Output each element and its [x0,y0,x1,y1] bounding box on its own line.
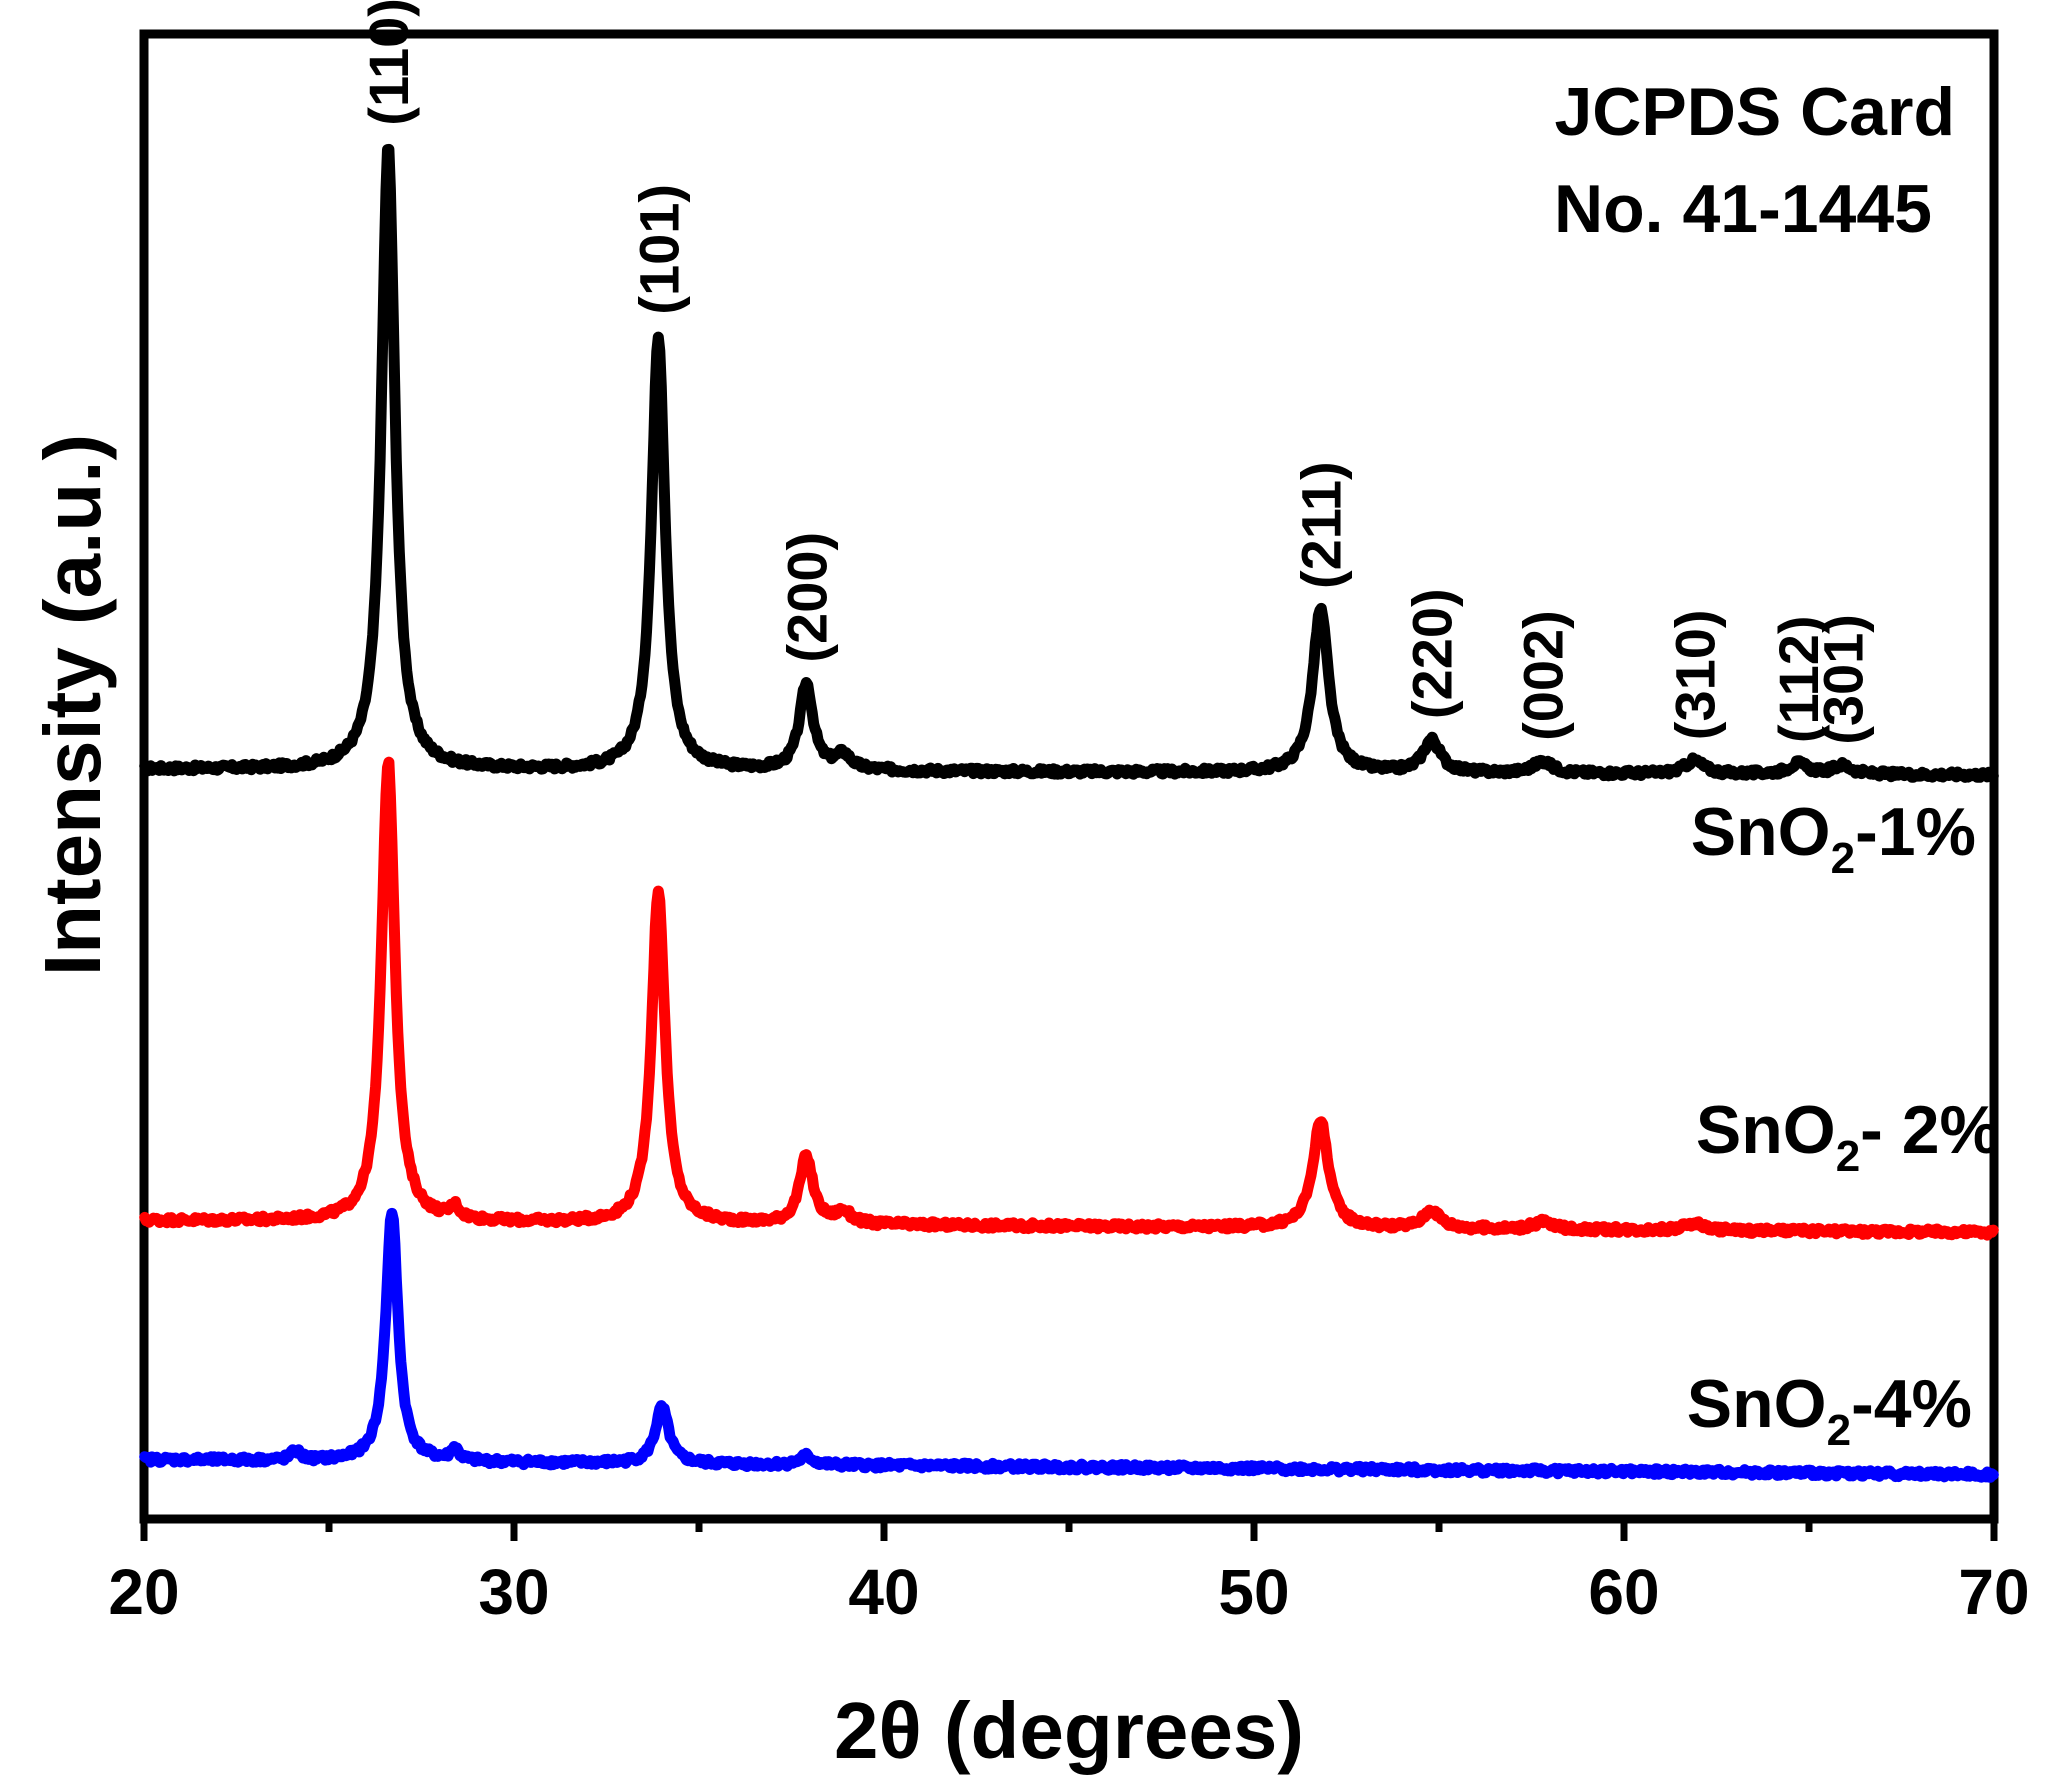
x-tick-label: 70 [1958,1556,2029,1628]
peak-label: (200) [775,532,838,663]
x-tick-label: 30 [478,1556,549,1628]
series-line-sno2-1pct [139,143,1999,783]
peak-label: (110) [357,0,420,126]
x-tick-label: 20 [108,1556,179,1628]
peak-label: (301) [1811,614,1874,745]
peak-label: (310) [1663,609,1726,740]
peak-label: (211) [1290,461,1353,589]
series-line-sno2-4pct [139,1207,1999,1483]
jcpds-card-line2: No. 41-1445 [1554,171,1932,247]
peak-label: (220) [1401,588,1464,719]
series-group [139,143,1999,1483]
y-axis-title: Intensity (a.u.) [28,434,117,976]
series-label-sno2-4pct: SnO2-4% [1687,1366,1972,1455]
x-axis-ticks: 20 30 40 50 60 70 [108,1519,2030,1628]
series-label-sno2-2pct: SnO2- 2% [1696,1092,2000,1181]
x-tick-label: 40 [848,1556,919,1628]
jcpds-card-line1: JCPDS Card [1554,74,1955,150]
peak-labels: (110) (101) (200) (211) (220) (002) (310) (112)… [357,0,1874,745]
x-tick-label: 60 [1588,1556,1659,1628]
series-label-sno2-1pct: SnO2-1% [1691,794,1976,883]
peak-label: (101) [627,184,690,315]
peak-label: (112) [1767,615,1830,743]
x-tick-label: 50 [1218,1556,1289,1628]
series-line-sno2-2pct [139,756,1999,1241]
peak-label: (002) [1512,610,1575,741]
x-axis-title: 2θ (degrees) [834,1686,1304,1775]
